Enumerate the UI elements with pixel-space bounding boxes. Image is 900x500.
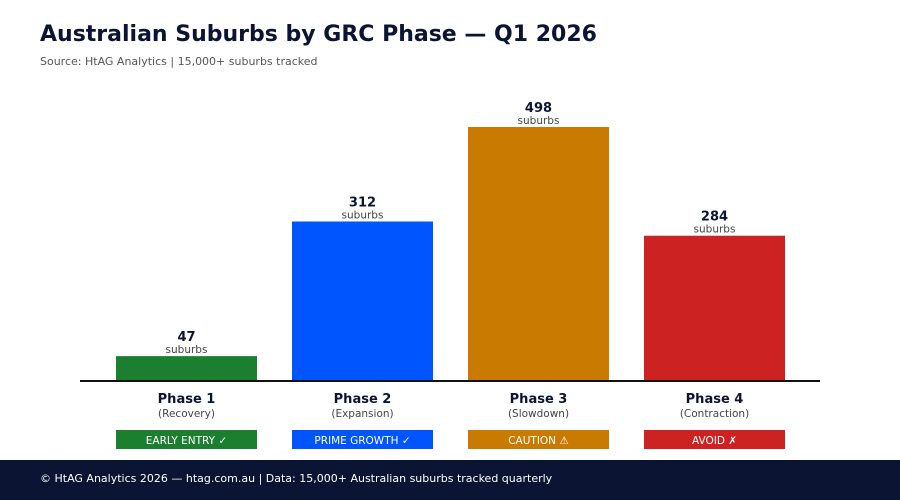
footer-text: © HtAG Analytics 2026 — htag.com.au | Da… [40,472,553,485]
data-label-unit-4: suburbs [694,224,736,236]
badge-label-2: PRIME GROWTH ✓ [314,435,410,447]
x-tick-label-4: Phase 4 [686,392,744,407]
x-tick-label-1: Phase 1 [158,392,216,407]
badge-2 [292,430,433,449]
bar-4 [644,235,785,380]
chart-subtitle: Source: HtAG Analytics | 15,000+ suburbs… [40,55,318,68]
badge-label-4: AVOID ✗ [692,435,737,447]
footer-bar: © HtAG Analytics 2026 — htag.com.au | Da… [0,460,900,500]
x-tick-sublabel-2: (Expansion) [331,408,393,420]
badge-1 [116,430,257,449]
x-tick-sublabel-3: (Slowdown) [508,408,569,420]
bar-2 [292,221,433,380]
badge-label-1: EARLY ENTRY ✓ [146,435,227,447]
x-tick-sublabel-1: (Recovery) [158,408,215,420]
chart-title: Australian Suburbs by GRC Phase — Q1 202… [40,22,597,47]
data-label-value-4: 284 [701,210,728,225]
badge-4 [644,430,785,449]
data-label-unit-2: suburbs [342,209,384,221]
data-label-value-3: 498 [525,101,552,116]
x-tick-label-3: Phase 3 [510,392,568,407]
data-label-value-2: 312 [349,195,376,210]
data-label-unit-3: suburbs [518,115,560,127]
data-label-unit-1: suburbs [166,344,208,356]
x-tick-label-2: Phase 2 [334,392,392,407]
badge-3 [468,430,609,449]
bar-3 [468,127,609,380]
data-label-value-1: 47 [177,330,195,345]
bar-1 [116,356,257,380]
badge-label-3: CAUTION ⚠ [508,435,569,447]
x-tick-sublabel-4: (Contraction) [680,408,749,420]
